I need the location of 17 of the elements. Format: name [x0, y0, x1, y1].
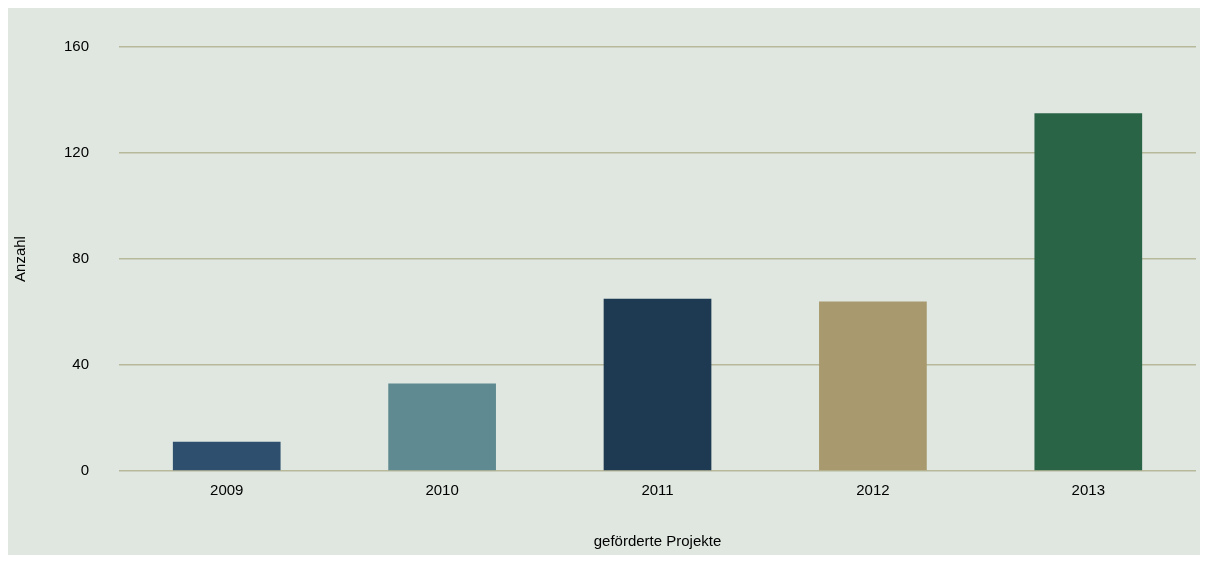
x-tick-label: 2011 [641, 481, 674, 499]
y-tick-label: 120 [64, 143, 90, 161]
y-tick-label: 80 [72, 249, 90, 267]
bar [603, 298, 712, 471]
x-tick-label: 2012 [856, 481, 890, 499]
x-tick-label: 2009 [210, 481, 244, 499]
x-tick-label: 2010 [425, 481, 459, 499]
y-tick-label: 40 [72, 355, 90, 373]
y-tick-label: 0 [80, 461, 90, 479]
x-axis-title: geförderte Projekte [593, 532, 722, 550]
x-tick-label: 2013 [1071, 481, 1105, 499]
y-axis-title: Anzahl [11, 236, 29, 282]
bar [1034, 113, 1143, 471]
y-tick-label: 160 [64, 37, 90, 55]
bar [172, 441, 281, 471]
bar [388, 383, 496, 471]
bar [819, 301, 927, 471]
